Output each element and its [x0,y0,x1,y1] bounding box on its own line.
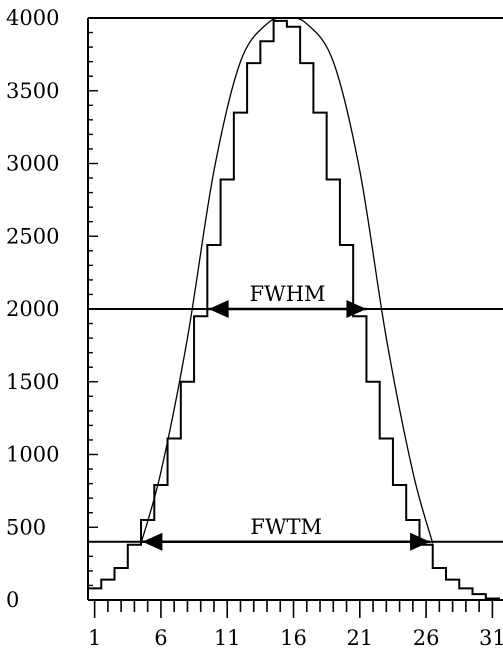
y-tick-label: 1500 [6,370,59,394]
fwtm-label: FWTM [250,515,322,539]
fitted-curve [140,17,434,544]
x-tick-label: 11 [214,626,241,650]
series-group [87,17,501,600]
y-tick-label: 2000 [6,297,59,321]
x-tick-label: 6 [154,626,167,650]
fwhm-right-arrow [346,300,367,318]
x-tick-label: 26 [413,626,440,650]
x-tick-label: 1 [88,626,101,650]
fwhm-left-arrow [208,300,229,318]
tick-marks [88,17,494,618]
x-tick-label: 16 [280,626,307,650]
y-tick-label: 3000 [6,152,59,176]
annotations: FWHM FWTM [88,282,503,551]
y-tick-label: 1000 [6,443,59,467]
y-tick-label: 500 [6,515,46,539]
y-tick-label: 0 [6,588,19,612]
y-tick-label: 2500 [6,224,59,248]
x-tick-label: 31 [479,626,503,650]
x-tick-label: 21 [346,626,373,650]
y-tick-label: 4000 [6,6,59,30]
step-histogram-line [87,19,501,600]
fwtm-right-arrow [410,532,431,551]
y-tick-label: 3500 [6,79,59,103]
fwtm-left-arrow [142,532,163,551]
fwhm-label: FWHM [250,282,326,306]
